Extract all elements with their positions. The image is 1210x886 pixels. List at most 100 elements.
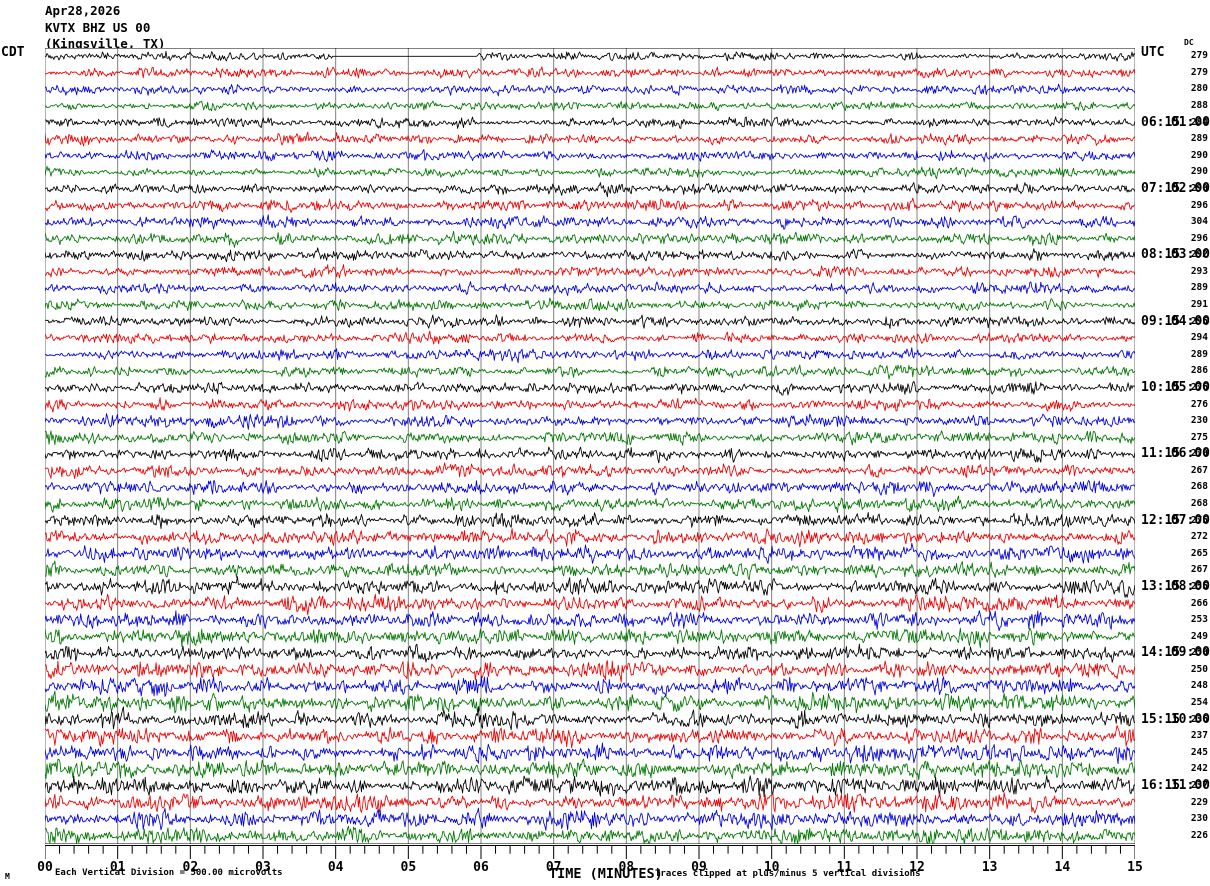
x-tick-label: 00 (37, 860, 53, 875)
seismic-trace (45, 511, 1135, 530)
x-tick-label: 12 (909, 860, 925, 875)
seismic-trace (45, 706, 1135, 731)
dc-value: 253 (1190, 614, 1208, 626)
seismic-trace (45, 314, 1135, 329)
dc-value: 293 (1190, 265, 1208, 277)
dc-column-header: DC (1184, 38, 1194, 47)
dc-value: 267 (1190, 564, 1208, 576)
dc-value: 254 (1190, 697, 1208, 709)
right-time-label: 11:15 (1141, 446, 1181, 462)
dc-value: 237 (1190, 730, 1208, 742)
dc-value: 270 (1190, 448, 1208, 460)
dc-value: 292 (1190, 249, 1208, 261)
dc-value: 290 (1190, 182, 1208, 194)
seismic-trace (45, 528, 1135, 548)
seismic-trace (45, 214, 1135, 230)
dc-value: 276 (1190, 381, 1208, 393)
seismic-trace (45, 542, 1135, 564)
seismic-trace (45, 825, 1135, 844)
seismic-trace (45, 197, 1135, 214)
seismic-trace (45, 131, 1135, 147)
dc-value: 289 (1190, 348, 1208, 360)
seismic-trace (45, 182, 1135, 198)
left-time-label: 07:00 (1170, 512, 1210, 528)
dc-value: 265 (1190, 547, 1208, 559)
left-time-label: 03:00 (1170, 247, 1210, 263)
x-tick-label: 02 (182, 860, 199, 875)
seismic-trace (45, 100, 1135, 112)
seismic-trace (45, 297, 1135, 312)
seismic-trace (45, 330, 1135, 345)
seismic-trace (45, 116, 1135, 129)
x-tick-label: 13 (981, 860, 998, 875)
dc-value: 230 (1190, 813, 1208, 825)
seismic-trace (45, 247, 1135, 263)
dc-value: 255 (1190, 580, 1208, 592)
seismic-trace (45, 380, 1135, 396)
header-location: (Kingsville, TX) (45, 36, 166, 51)
header-date: Apr28,2026 (45, 3, 121, 18)
dc-value: 295 (1190, 315, 1208, 327)
x-tick-label: 08 (618, 860, 635, 875)
dc-value: 291 (1190, 299, 1208, 311)
seismic-trace (45, 83, 1135, 97)
left-time-label: 06:00 (1170, 446, 1210, 462)
corner-mark: M (5, 872, 10, 881)
x-tick-label: 15 (1127, 860, 1143, 875)
dc-value: 279 (1190, 66, 1208, 78)
left-time-label: 01:00 (1170, 114, 1210, 130)
dc-value: 289 (1190, 282, 1208, 294)
dc-value: 249 (1190, 630, 1208, 642)
seismic-trace (45, 725, 1135, 749)
dc-value: 242 (1190, 763, 1208, 775)
right-time-label: 15:15 (1141, 711, 1181, 727)
dc-value: 272 (1190, 531, 1208, 543)
dc-value: 230 (1190, 415, 1208, 427)
dc-value: 284 (1190, 116, 1208, 128)
dc-value: 236 (1190, 713, 1208, 725)
seismic-trace (45, 50, 1135, 62)
dc-value: 245 (1190, 746, 1208, 758)
left-timezone-label: CDT (1, 45, 25, 60)
seismic-trace (45, 643, 1135, 663)
seismic-trace (45, 807, 1135, 831)
seismogram-canvas (45, 48, 1135, 844)
seismic-trace (45, 758, 1135, 781)
x-axis-ticks (44, 844, 1136, 860)
x-tick-label: 14 (1054, 860, 1071, 875)
seismic-trace (45, 397, 1135, 413)
seismic-trace (45, 264, 1135, 279)
dc-value: 275 (1190, 431, 1208, 443)
left-time-label: 11:00 (1170, 777, 1210, 793)
seismic-trace (45, 742, 1135, 765)
seismic-trace (45, 593, 1135, 616)
seismic-trace (45, 675, 1135, 698)
x-axis-tick-marks (44, 845, 1136, 859)
seismic-trace (45, 446, 1135, 464)
vertical-division-note: Each Vertical Division = 500.00 microvol… (55, 868, 283, 878)
right-time-label: 13:15 (1141, 578, 1181, 594)
seismic-trace (45, 66, 1135, 79)
seismic-trace (45, 480, 1135, 498)
helicorder-plot[interactable] (45, 48, 1135, 844)
seismic-trace (45, 576, 1135, 598)
header-channel: KVTX BHZ US 00 (45, 20, 151, 35)
right-time-label: 07:15 (1141, 180, 1181, 196)
dc-value: 294 (1190, 332, 1208, 344)
dc-value: 229 (1190, 796, 1208, 808)
dc-value: 276 (1190, 398, 1208, 410)
x-tick-label: 07 (545, 860, 562, 875)
dc-value: 226 (1190, 829, 1208, 841)
left-time-label: 05:00 (1170, 379, 1210, 395)
dc-value: 290 (1190, 149, 1208, 161)
dc-value: 266 (1190, 597, 1208, 609)
dc-value: 267 (1190, 464, 1208, 476)
clipping-note: Traces clipped at plus/minus 5 vertical … (655, 869, 921, 879)
x-tick-label: 04 (327, 860, 344, 875)
seismic-trace (45, 690, 1135, 714)
left-time-label: 10:00 (1170, 711, 1210, 727)
x-tick-label: 09 (691, 860, 707, 875)
dc-value: 296 (1190, 199, 1208, 211)
x-tick-label: 10 (763, 860, 780, 875)
dc-value: 286 (1190, 365, 1208, 377)
